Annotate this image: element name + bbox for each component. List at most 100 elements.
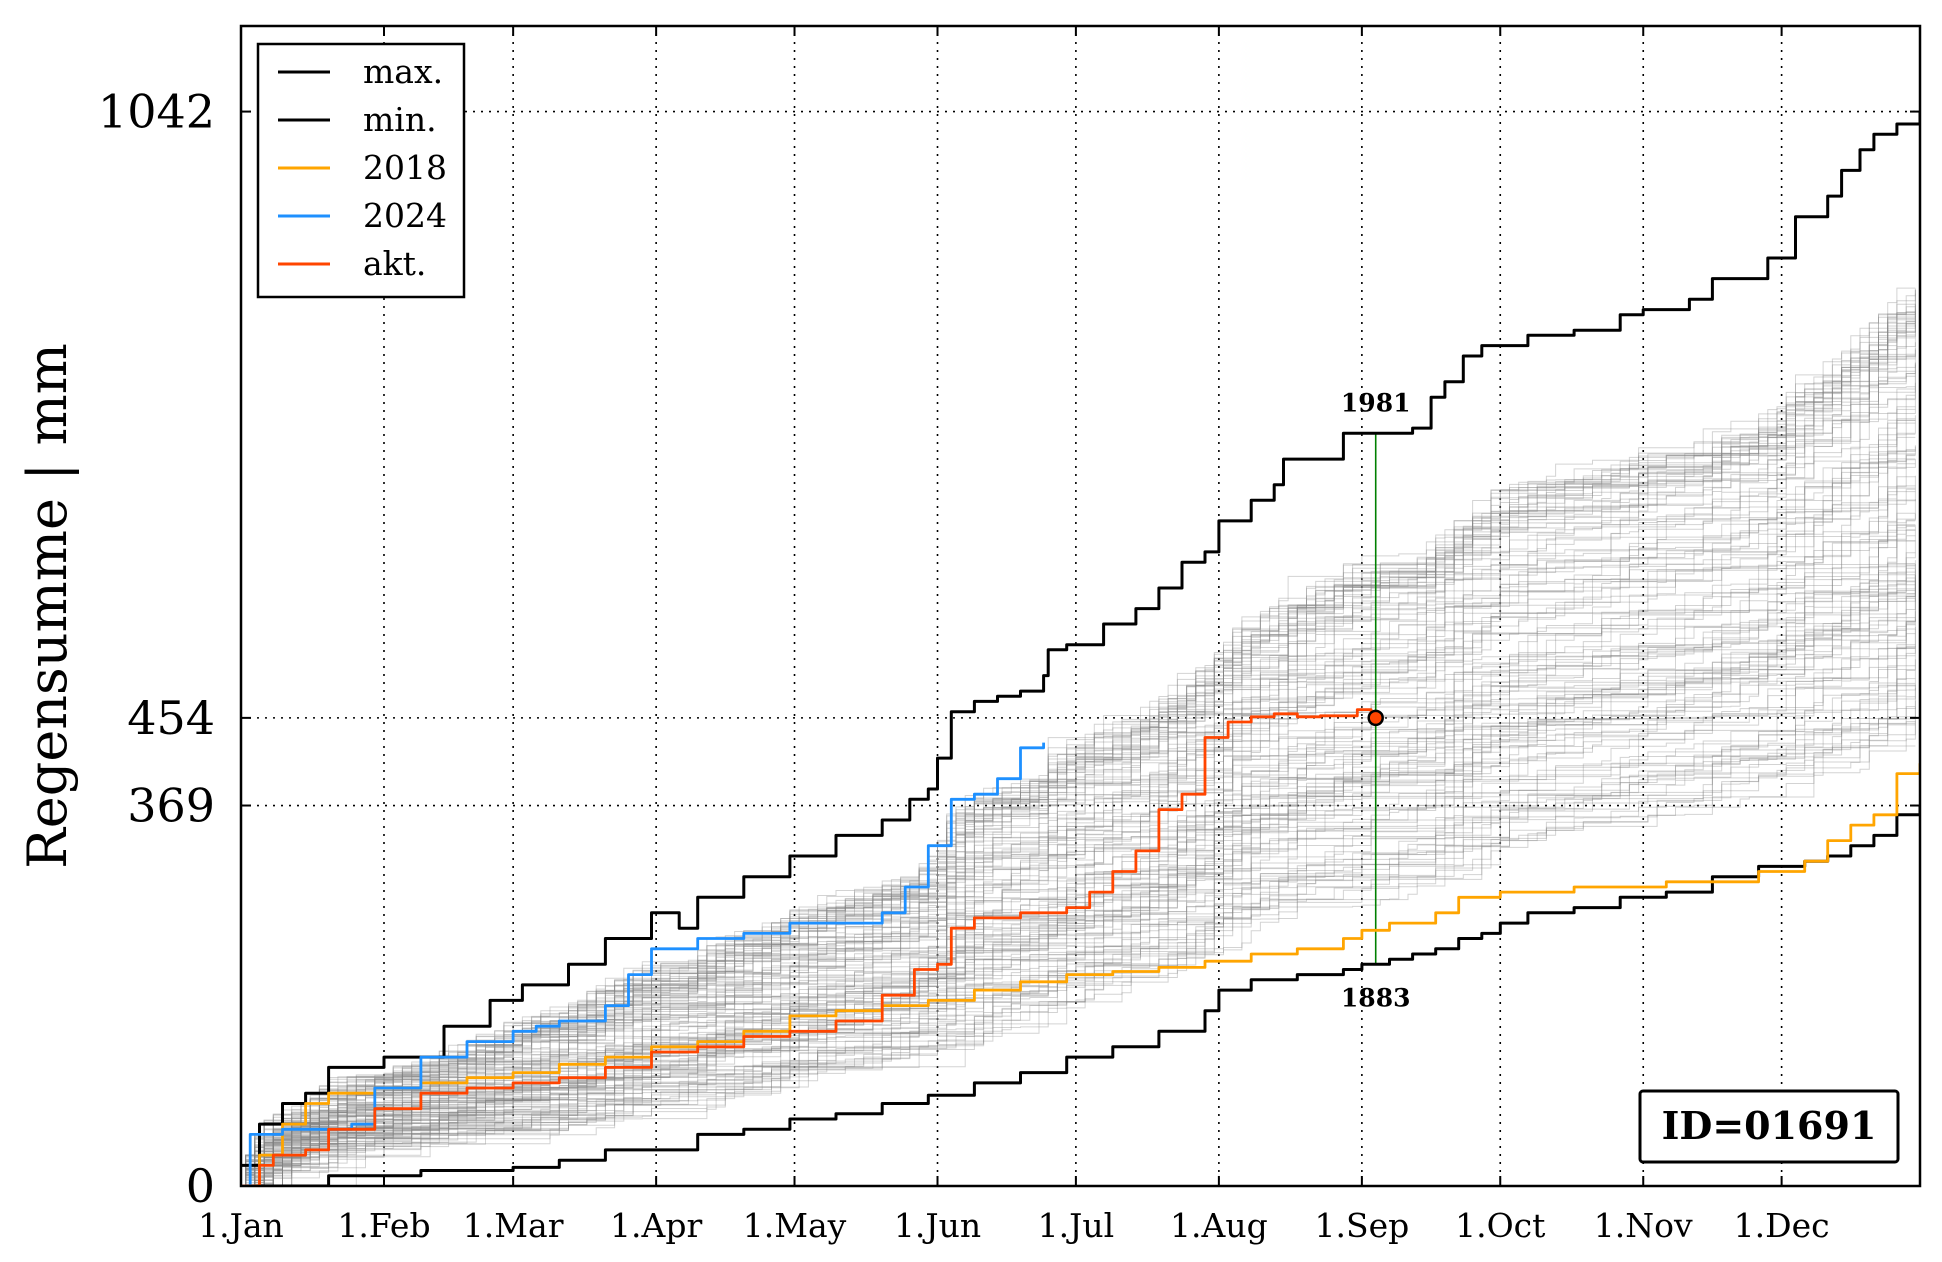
- background-year-line: [241, 564, 1916, 1186]
- background-year-line: [241, 290, 1916, 1186]
- x-tick-label: 1.Jun: [894, 1206, 981, 1245]
- background-year-line: [241, 564, 1916, 1186]
- background-year-line: [241, 319, 1916, 1186]
- background-year-line: [241, 450, 1916, 1186]
- background-year-line: [241, 386, 1916, 1186]
- background-year-line: [241, 623, 1916, 1186]
- background-year-line: [241, 446, 1916, 1186]
- background-year-line: [241, 590, 1916, 1186]
- background-year-line: [241, 375, 1916, 1186]
- background-year-line: [241, 370, 1916, 1186]
- background-year-line: [241, 317, 1916, 1186]
- current-point: [1367, 709, 1384, 727]
- id-box: ID=01691: [1638, 1089, 1900, 1164]
- background-year-line: [241, 682, 1916, 1186]
- annotation-year: 1883: [1341, 983, 1411, 1012]
- background-year-line: [241, 646, 1916, 1186]
- background-year-line: [241, 655, 1916, 1186]
- x-tick-label: 1.Nov: [1594, 1206, 1693, 1245]
- background-year-line: [241, 524, 1916, 1186]
- background-year-line: [241, 525, 1916, 1186]
- background-year-line: [241, 624, 1916, 1186]
- background-year-line: [241, 388, 1916, 1186]
- background-year-line: [241, 475, 1916, 1186]
- y-tick-label: 1042: [98, 85, 215, 139]
- series-line-2024: [241, 742, 1045, 1186]
- background-year-line: [241, 406, 1916, 1186]
- background-year-line: [241, 648, 1916, 1186]
- background-year-line: [241, 595, 1916, 1186]
- current-point-group: [1367, 709, 1384, 727]
- background-year-line: [241, 476, 1916, 1186]
- background-year-line: [241, 552, 1916, 1186]
- background-year-line: [241, 529, 1916, 1186]
- annotations: 1981 1883: [1341, 388, 1411, 1012]
- x-tick-label: 1.Aug: [1170, 1206, 1268, 1245]
- series-lines: [241, 111, 1920, 1186]
- background-year-line: [241, 529, 1916, 1186]
- id-box-frame: [1638, 1089, 1900, 1164]
- background-year-line: [241, 308, 1916, 1186]
- background-year-line: [241, 580, 1916, 1186]
- background-year-line: [241, 459, 1916, 1186]
- background-year-line: [241, 526, 1916, 1186]
- background-year-line: [241, 348, 1916, 1186]
- background-year-line: [241, 578, 1916, 1186]
- background-year-line: [241, 611, 1916, 1186]
- background-year-line: [241, 520, 1916, 1186]
- background-year-line: [241, 629, 1916, 1186]
- x-tick-label: 1.Sep: [1314, 1206, 1409, 1245]
- background-year-line: [241, 364, 1916, 1186]
- background-year-line: [241, 325, 1916, 1186]
- background-year-line: [241, 399, 1916, 1186]
- background-year-line: [241, 618, 1916, 1186]
- x-tick-label: 1.Jul: [1038, 1206, 1115, 1245]
- background-year-line: [241, 540, 1916, 1186]
- background-year-line: [241, 310, 1916, 1186]
- plot-frame: [239, 24, 1922, 1188]
- background-year-line: [241, 575, 1916, 1186]
- background-year-line: [241, 670, 1916, 1186]
- background-year-line: [241, 373, 1916, 1186]
- background-year-line: [241, 575, 1916, 1186]
- background-year-line: [241, 293, 1916, 1186]
- background-year-line: [241, 499, 1916, 1186]
- background-year-line: [241, 422, 1916, 1186]
- plot-background: [241, 26, 1920, 1186]
- legend-label: 2024: [363, 196, 447, 235]
- background-year-line: [241, 453, 1916, 1186]
- background-year-line: [241, 355, 1916, 1186]
- background-year-line: [241, 463, 1916, 1186]
- series-line-min: [241, 805, 1920, 1186]
- background-year-line: [241, 394, 1916, 1186]
- background-year-line: [241, 382, 1916, 1186]
- background-year-line: [241, 363, 1916, 1186]
- background-year-line: [241, 647, 1916, 1186]
- background-year-line: [241, 707, 1916, 1186]
- annotation-year: 1981: [1341, 388, 1411, 417]
- background-year-line: [241, 569, 1916, 1186]
- background-year-line: [241, 458, 1916, 1186]
- x-tick-labels: 1.Jan 1.Feb 1.Mar 1.Apr 1.May 1.Jun 1.Jul 1.Aug…: [198, 1206, 1829, 1245]
- background-year-line: [241, 722, 1916, 1186]
- background-year-line: [241, 303, 1916, 1186]
- background-year-line: [241, 488, 1916, 1186]
- y-axis-label: Regensumme | mm: [16, 343, 79, 869]
- background-year-line: [241, 289, 1916, 1186]
- background-year-line: [241, 337, 1916, 1186]
- background-year-line: [241, 449, 1916, 1186]
- background-year-line: [241, 571, 1916, 1186]
- background-year-line: [241, 659, 1916, 1186]
- background-year-line: [241, 598, 1916, 1186]
- legend: max. min. 2018 2024 akt.: [256, 42, 466, 299]
- background-year-line: [241, 721, 1916, 1186]
- x-tick-label: 1.Oct: [1455, 1206, 1545, 1245]
- axis-ticks: [240, 26, 1920, 1187]
- background-year-line: [241, 597, 1916, 1186]
- background-year-line: [241, 587, 1916, 1186]
- background-year-line: [241, 724, 1916, 1186]
- x-tick-label: 1.Mar: [463, 1206, 564, 1245]
- background-year-line: [241, 304, 1916, 1186]
- background-year-line: [241, 288, 1916, 1186]
